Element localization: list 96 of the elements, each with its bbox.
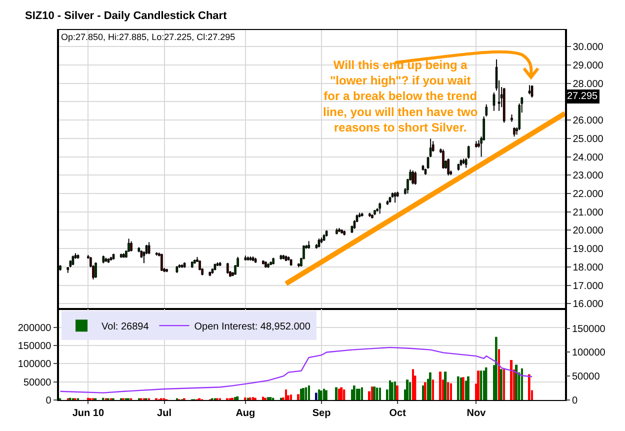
bar [285,389,287,400]
bar [429,372,432,400]
bar [262,396,264,400]
y-tick-label: 23.000 [572,170,604,182]
bar [521,368,523,400]
y-tick-label: 20.000 [572,226,604,237]
bar [409,382,412,400]
y-tick-label: 21.000 [572,207,604,218]
bar [376,388,378,400]
annotation: 27.295 [567,91,598,102]
bar [302,388,305,400]
bar [325,390,328,400]
bar [406,380,409,400]
y-tick-label: 100000 [18,359,52,370]
bar [338,388,340,400]
bar [249,397,252,400]
y-tick-label: 200000 [18,322,52,334]
bar [320,390,322,400]
bar [460,377,462,400]
bar [444,372,447,400]
bar [318,389,320,400]
y-tick-label: 28.000 [572,78,604,90]
y-tick-label: 26.000 [572,116,604,127]
bar [356,388,358,400]
bar [269,397,272,400]
line-series [60,346,533,394]
bar [396,385,398,400]
bar [244,397,246,400]
chart-title: SIZ10 - Silver - Daily Candlestick Chart [25,10,228,22]
bar [510,360,513,400]
y-tick-label: 22.000 [572,188,604,200]
y-tick-label: 24.000 [572,152,604,164]
legend-label: Vol: 26894 [102,321,150,332]
y-tick-label: 16.000 [572,299,604,310]
x-tick-label: Jun 10 [72,408,104,419]
x-tick-label: Jul [157,408,172,419]
bar [379,388,381,400]
bar [297,394,300,400]
bar [391,382,394,400]
bar [300,388,302,400]
bar [371,386,374,400]
bar [267,397,270,400]
bar [290,394,292,400]
bar [351,389,353,400]
bar [500,369,502,400]
bar [422,385,424,400]
bar [323,388,325,400]
y-tick-label: 50000 [23,377,52,388]
y-tick-label: 25.000 [572,134,604,145]
bar [447,382,450,400]
bar [305,387,308,400]
bar [308,385,310,400]
bar [503,369,505,400]
bar [373,386,376,400]
bar [389,380,391,400]
y-tick-label: 18.000 [572,262,604,274]
bar [465,380,467,400]
y-tick-label: 150000 [18,341,52,352]
bar [450,383,452,400]
bar [343,389,346,400]
bar [467,376,470,400]
bar [315,392,318,400]
legend-label: Open Interest: 48,952.000 [194,321,311,332]
bar [515,364,518,400]
y-tick-label: 30.000 [572,42,604,54]
bar [457,376,460,400]
y-tick-label: 17.000 [572,280,604,292]
chart-subtitle: Op:27.850, Hi:27.885, Lo:27.225, Cl:27.295 [61,32,236,42]
bar [335,387,338,400]
x-tick-label: Nov [466,408,486,419]
bar [358,388,360,400]
x-tick-label: Aug [236,408,256,419]
bar [439,372,442,400]
bar [432,380,434,400]
bar [234,397,236,400]
bar [498,349,500,400]
bar [480,370,482,400]
bar [424,382,426,400]
y-tick-label: 0 [46,395,52,406]
bar [236,396,239,400]
bar [495,336,498,400]
y-tick-label: 29.000 [572,60,604,72]
bar [394,381,396,400]
bar [462,377,464,400]
bar [340,387,343,400]
bar [353,385,356,400]
bar [528,374,530,400]
bar [485,367,488,400]
bar [252,397,254,400]
bar [412,369,414,400]
x-tick-label: Sep [312,408,331,419]
bar [483,370,485,400]
x-tick-label: Oct [389,408,407,419]
bar [477,370,480,400]
y-tick-label: 19.000 [572,244,604,256]
bar [361,387,363,400]
